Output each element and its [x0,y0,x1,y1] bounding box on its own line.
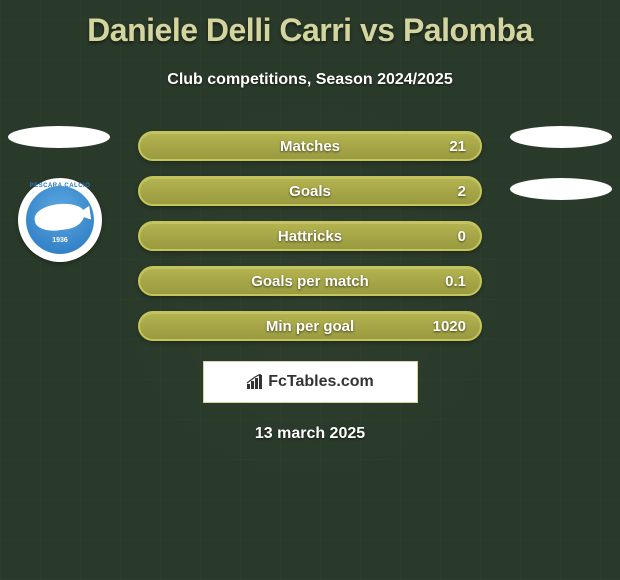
stat-label: Goals per match [251,273,369,290]
stat-value: 0 [458,228,466,245]
stat-value: 2 [458,183,466,200]
stat-label: Matches [280,138,340,155]
stat-row-matches: Matches 21 [138,131,482,161]
stat-label: Goals [289,183,331,200]
snapshot-date: 13 march 2025 [0,425,620,443]
club-badge: PESCARA CALCIO 1936 [18,178,102,262]
player-placeholder-right-2 [510,178,612,200]
bar-chart-icon [246,374,264,390]
stat-value: 1020 [433,318,466,335]
comparison-title: Daniele Delli Carri vs Palomba [0,0,620,49]
stat-row-goals: Goals 2 [138,176,482,206]
brand-text: FcTables.com [268,373,374,391]
stat-value: 0.1 [445,273,466,290]
player-placeholder-right-1 [510,126,612,148]
stat-row-hattricks: Hattricks 0 [138,221,482,251]
season-subtitle: Club competitions, Season 2024/2025 [0,71,620,89]
player-placeholder-left [8,126,110,148]
badge-inner: 1936 [26,186,94,254]
stat-row-goals-per-match: Goals per match 0.1 [138,266,482,296]
stat-label: Min per goal [266,318,354,335]
stat-row-min-per-goal: Min per goal 1020 [138,311,482,341]
dolphin-icon [33,201,86,234]
badge-year: 1936 [52,237,68,244]
stat-value: 21 [449,138,466,155]
stat-label: Hattricks [278,228,342,245]
brand-attribution: FcTables.com [203,361,418,403]
